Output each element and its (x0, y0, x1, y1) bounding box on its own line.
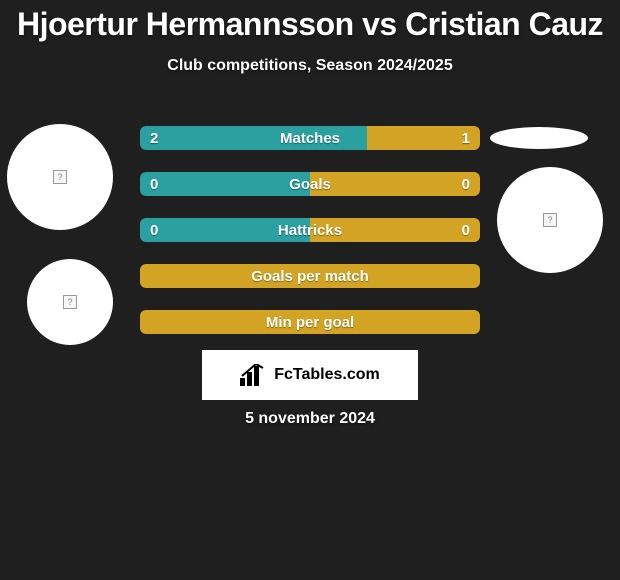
placeholder-icon: ? (63, 295, 77, 309)
player-left-club: ? (27, 259, 113, 345)
stat-label: Hattricks (140, 218, 480, 242)
stat-label: Goals per match (140, 264, 480, 288)
value-right: 1 (462, 126, 470, 150)
placeholder-icon: ? (543, 213, 557, 227)
page-title: Hjoertur Hermannsson vs Cristian Cauz (0, 0, 620, 43)
value-right: 0 (462, 218, 470, 242)
player-right-club (490, 127, 588, 149)
date-text: 5 november 2024 (0, 410, 620, 428)
fctables-text: FcTables.com (274, 366, 380, 384)
comparison-bars: 2 Matches 1 0 Goals 0 0 Hattricks 0 Goal… (140, 126, 480, 356)
page-subtitle: Club competitions, Season 2024/2025 (0, 57, 620, 75)
stat-row: 0 Hattricks 0 (140, 218, 480, 242)
fctables-logo-icon (240, 364, 268, 386)
fctables-badge: FcTables.com (202, 350, 418, 400)
stat-row: Min per goal (140, 310, 480, 334)
player-left-photo: ? (7, 124, 113, 230)
stat-label: Goals (140, 172, 480, 196)
stat-row: Goals per match (140, 264, 480, 288)
stat-row: 2 Matches 1 (140, 126, 480, 150)
stat-label: Matches (140, 126, 480, 150)
player-right-photo: ? (497, 167, 603, 273)
stat-label: Min per goal (140, 310, 480, 334)
stat-row: 0 Goals 0 (140, 172, 480, 196)
placeholder-icon: ? (53, 170, 67, 184)
value-right: 0 (462, 172, 470, 196)
